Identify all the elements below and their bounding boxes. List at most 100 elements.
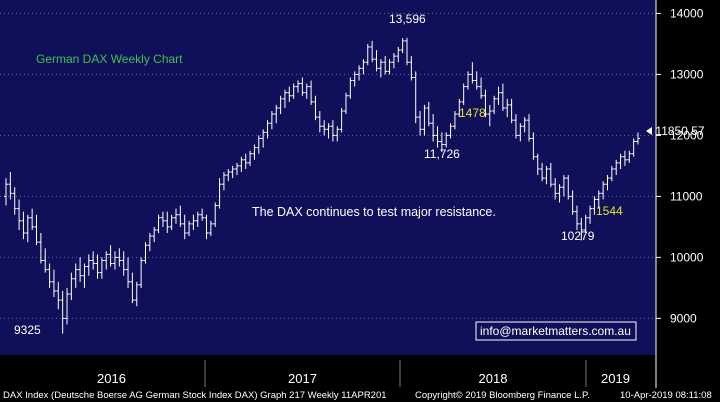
ohlc-bar [470,62,475,84]
x-axis: 2016 2017 2018 2019 [97,360,630,387]
ohlc-bar [461,83,466,105]
ohlc-bar [82,263,87,288]
y-tick-label: 13000 [670,67,704,81]
ohlc-bar [444,132,449,148]
ohlc-bar [500,83,505,112]
ohlc-bar [627,150,632,163]
ohlc-bar [548,162,553,188]
last-price-label: 11850.57 [655,124,704,138]
ohlc-bar [291,83,296,99]
ohlc-bar [86,254,91,276]
points-1544-label: 1544 [596,204,623,218]
footer-copyright: Copyright© 2019 Bloomberg Finance L.P. [415,390,590,401]
low-2016-label: 9325 [14,323,41,337]
ohlc-bar [160,211,165,227]
ohlc-bar [483,89,488,118]
ohlc-bar [518,123,523,142]
ohlc-bar [361,59,366,75]
ohlc-bar [540,162,545,182]
ohlc-bar [583,214,588,234]
ohlc-bar [200,208,205,221]
ohlc-bar [269,111,274,130]
ohlc-bar [326,123,331,139]
ohlc-bar [535,153,540,176]
ohlc-bar [387,59,392,75]
ohlc-bar [322,120,327,136]
ohlc-bar [614,159,619,176]
ohlc-bar [300,77,305,96]
low-2018-label: 11,726 [424,147,460,161]
ohlc-bar [492,95,497,115]
ohlc-bar [147,233,152,252]
ohlc-bar [43,248,48,273]
ohlc-bar [182,214,187,240]
ohlc-bar [282,89,287,108]
ohlc-bar [439,132,444,153]
x-tick-label: 2019 [601,371,630,386]
ohlc-bar [352,71,357,87]
y-tick-label: 12000 [670,128,704,142]
ohlc-bar [30,208,35,230]
ohlc-bar [51,269,56,298]
ohlc-bar [561,175,566,197]
ohlc-bar [25,214,30,243]
ohlc-bar [431,114,436,142]
ohlc-bar [143,242,148,264]
ohlc-bar [404,37,409,66]
ohlc-bar [243,153,248,169]
y-axis: 9000 10000 11000 12000 13000 14000 [655,0,704,388]
ohlc-bar [357,65,362,81]
ohlc-bar [418,111,423,136]
ohlc-bar [226,168,231,182]
ohlc-bar [126,257,131,288]
commentary-text: The DAX continues to test major resistan… [252,205,496,219]
ohlc-bar [452,111,457,130]
ohlc-bar [605,175,610,191]
ohlc-bar [588,205,593,224]
ohlc-bar [217,178,222,209]
price-bars [4,37,640,334]
ohlc-bar [21,211,26,240]
ohlc-bar [252,144,257,160]
ohlc-bar [56,281,61,310]
ohlc-bar [400,38,405,54]
ohlc-bar [208,220,213,237]
ohlc-bar [165,211,170,234]
y-tick-label: 14000 [670,6,704,20]
ohlc-bar [631,138,636,157]
email-link[interactable]: info@marketmatters.com.au [480,324,631,338]
ohlc-bar [38,233,43,264]
ohlc-bar [256,135,261,154]
ohlc-bar [618,153,623,169]
x-tick-label: 2017 [288,371,317,386]
ohlc-bar [531,132,536,160]
ohlc-bar [248,150,253,166]
ohlc-bar [409,56,414,81]
ohlc-bar [622,150,627,166]
ohlc-bar [195,211,200,227]
footer-timestamp: 10-Apr-2019 08:11:08 [620,390,712,401]
ohlc-bar [596,190,601,209]
ohlc-bar [544,165,549,185]
ohlc-bar [370,40,375,63]
footer-index-description: DAX Index (Deutsche Boerse AG German Sto… [3,390,387,401]
y-tick-label: 10000 [670,250,704,264]
ohlc-bar [191,214,196,230]
ohlc-bar [99,257,104,279]
ohlc-bar [426,101,431,127]
ohlc-bar [487,104,492,127]
ohlc-bar [636,132,640,145]
ohlc-bar [496,86,501,105]
ohlc-bar [570,190,575,215]
ohlc-bar [173,208,178,224]
ohlc-bar [317,111,322,133]
ohlc-bar [178,205,183,227]
ohlc-bar [566,175,571,200]
ohlc-bar [601,181,606,200]
last-price-marker [646,127,652,135]
ohlc-bar [278,95,283,115]
ohlc-bar [104,251,109,270]
ohlc-bar [152,226,157,243]
ohlc-bar [121,251,126,276]
ohlc-bar [274,104,279,124]
